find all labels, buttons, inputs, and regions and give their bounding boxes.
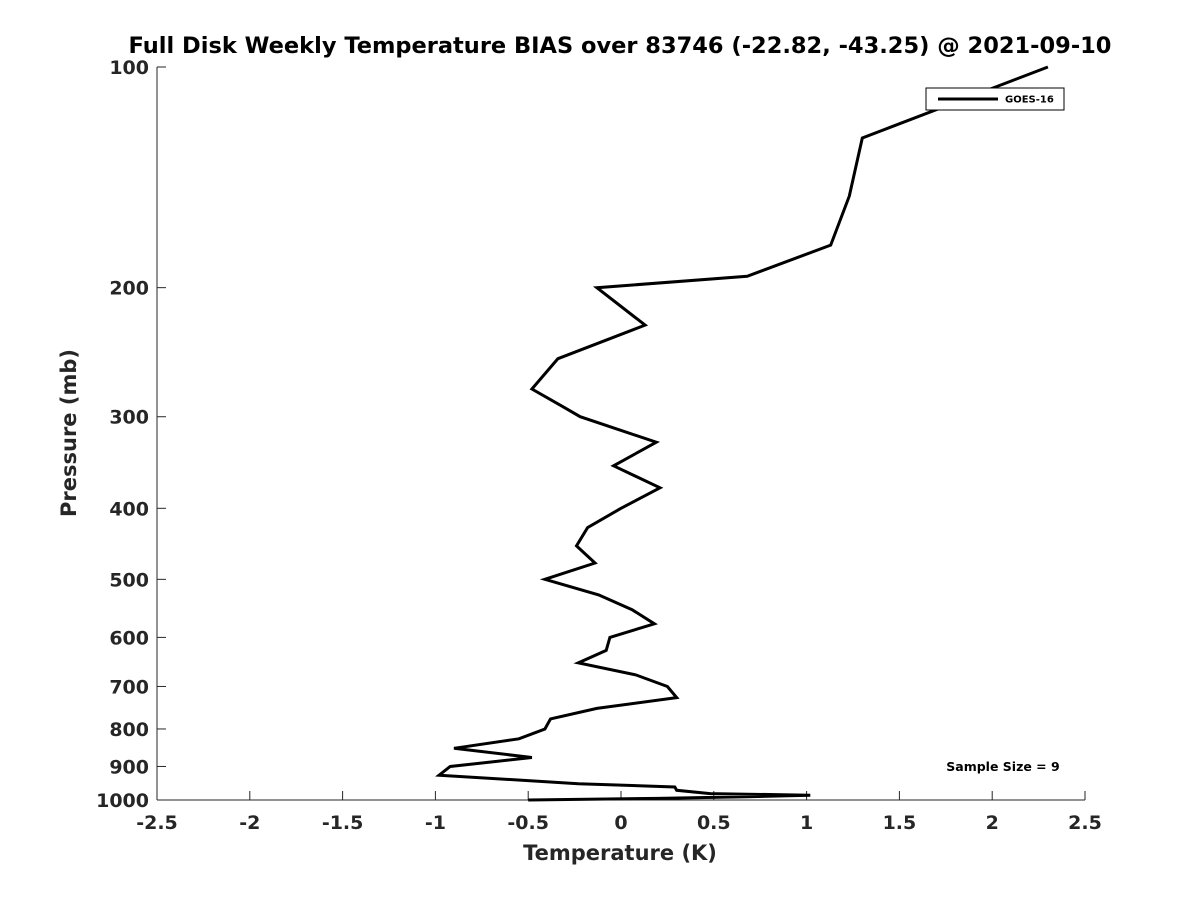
x-tick-label: -2	[239, 812, 260, 834]
y-tick-label: 200	[109, 278, 149, 300]
x-tick-label: -0.5	[507, 812, 549, 834]
x-tick-label: -1	[425, 812, 446, 834]
y-tick-label: 100	[109, 57, 149, 79]
series-group	[435, 65, 1049, 802]
x-tick-label: 1	[800, 812, 813, 834]
x-axis-label: Temperature (K)	[523, 841, 717, 865]
y-tick-label: 800	[109, 719, 149, 741]
y-tick-label: 1000	[96, 790, 149, 812]
y-axis-ticks: 100 200 300 400 500 600 700 800 900 1000	[96, 57, 166, 812]
x-axis-ticks: -2.5 -2 -1.5 -1 -0.5 0 0.5 1 1.5 2 2.5	[136, 791, 1102, 834]
y-tick-label: 400	[109, 498, 149, 520]
x-tick-label: 2	[986, 812, 999, 834]
chart-title: Full Disk Weekly Temperature BIAS over 8…	[129, 33, 1112, 59]
x-tick-label: 0.5	[697, 812, 731, 834]
x-tick-label: -2.5	[136, 812, 178, 834]
x-tick-label: 2.5	[1068, 812, 1102, 834]
x-tick-label: 1.5	[883, 812, 917, 834]
x-tick-label: -1.5	[322, 812, 364, 834]
y-tick-label: 900	[109, 756, 149, 778]
axes-group	[156, 67, 1085, 801]
series-line-goes-16	[435, 65, 1049, 802]
y-tick-label: 500	[109, 569, 149, 591]
legend: GOES-16	[925, 87, 1065, 111]
legend-entry-goes-16: GOES-16	[1005, 95, 1054, 106]
x-tick-label: 0	[614, 812, 627, 834]
y-tick-label: 600	[109, 627, 149, 649]
y-tick-label: 300	[109, 407, 149, 429]
y-axis-label: Pressure (mb)	[57, 349, 81, 517]
sample-size-annotation: Sample Size = 9	[946, 759, 1059, 774]
y-tick-label: 700	[109, 676, 149, 698]
